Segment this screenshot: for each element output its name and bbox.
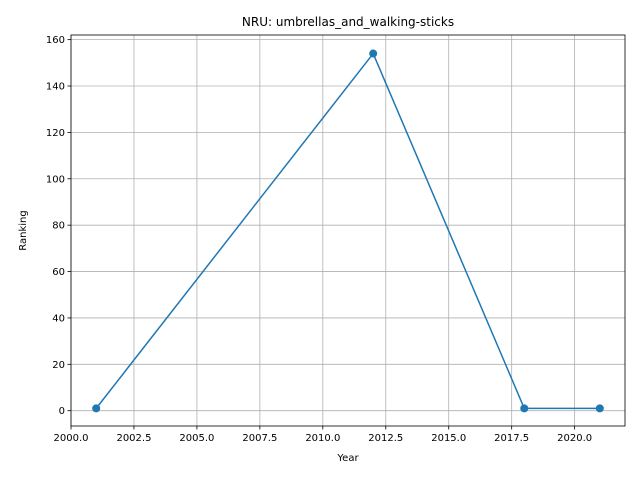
y-tick-label: 60 — [52, 267, 65, 278]
grid — [70, 35, 625, 426]
x-tick-label: 2012.5 — [368, 433, 403, 444]
y-axis-label: Ranking — [18, 210, 29, 250]
x-tick-label: 2010.0 — [305, 433, 340, 444]
y-tick-label: 40 — [52, 313, 65, 324]
data-point — [369, 49, 378, 58]
y-tick-label: 120 — [46, 128, 65, 139]
chart-title: NRU: umbrellas_and_walking-sticks — [242, 15, 454, 29]
y-tick-label: 140 — [46, 82, 65, 93]
x-tick-label: 2005.0 — [179, 433, 214, 444]
y-tick-label: 80 — [52, 221, 65, 232]
x-tick-label: 2000.0 — [54, 433, 89, 444]
y-tick-label: 160 — [46, 35, 65, 46]
x-tick-label: 2020.0 — [557, 433, 592, 444]
data-point — [595, 404, 604, 413]
x-axis-label: Year — [336, 453, 359, 464]
y-tick-label: 100 — [46, 174, 65, 185]
series-line — [95, 52, 600, 410]
x-tick-label: 2007.5 — [242, 433, 277, 444]
plot-area-frame — [70, 34, 626, 427]
y-tick-label: 0 — [59, 406, 65, 417]
ticks: 2000.0 2002.5 2005.0 2007.5 2010.0 2012.5 2015… — [46, 35, 592, 444]
data-point — [92, 404, 101, 413]
series — [92, 49, 604, 413]
x-tick-label: 2002.5 — [116, 433, 151, 444]
x-tick-label: 2015.0 — [431, 433, 466, 444]
data-point — [520, 404, 529, 413]
x-tick-label: 2017.5 — [494, 433, 529, 444]
y-tick-label: 20 — [52, 360, 65, 371]
